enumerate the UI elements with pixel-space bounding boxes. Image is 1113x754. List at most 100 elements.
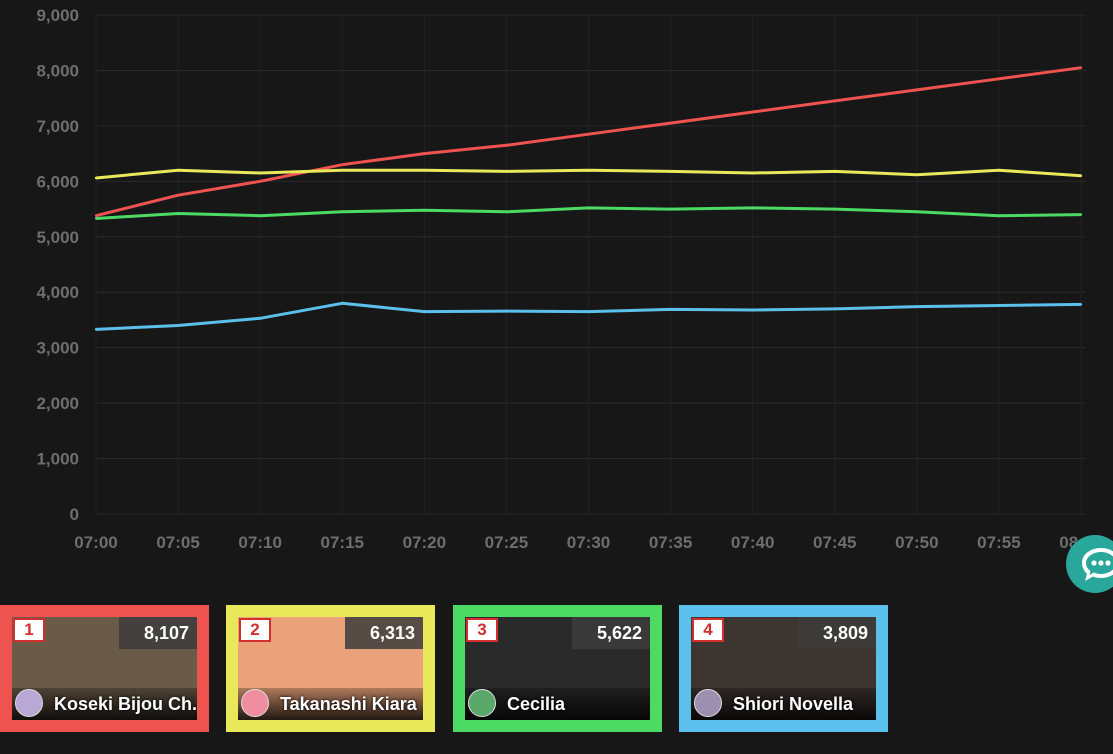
stream-card-2[interactable]: 2 6,313 Takanashi Kiara (226, 605, 435, 732)
data-point (751, 171, 754, 175)
data-point (176, 324, 180, 327)
data-point (587, 133, 590, 136)
x-tick-label: 07:30 (567, 533, 610, 552)
data-point (997, 304, 1001, 307)
data-point (94, 214, 98, 217)
data-point (669, 170, 672, 173)
x-tick-label: 07:45 (813, 533, 856, 552)
data-point (915, 173, 919, 176)
data-point (997, 214, 1001, 217)
x-tick-label: 07:50 (895, 533, 938, 552)
chart-grid (95, 14, 1086, 515)
data-point (669, 121, 672, 125)
channel-name: Takanashi Kiara (280, 694, 417, 714)
rank-badge: 2 (239, 618, 271, 642)
data-point (751, 110, 754, 114)
x-tick-label: 07:15 (321, 533, 364, 552)
y-tick-label: 4,000 (36, 283, 79, 302)
viewer-count: 5,622 (572, 617, 650, 649)
data-point (833, 99, 836, 103)
data-point (258, 214, 262, 217)
y-tick-label: 6,000 (36, 172, 79, 191)
data-point (587, 169, 590, 172)
channel-avatar (694, 689, 722, 717)
data-point (94, 328, 98, 331)
data-point (1079, 174, 1083, 177)
stream-thumbnail[interactable]: 4 3,809 Shiori Novella (691, 617, 876, 720)
data-point (341, 169, 344, 172)
y-tick-label: 9,000 (36, 6, 79, 25)
viewer-count: 6,313 (345, 617, 423, 649)
rank-badge: 3 (466, 618, 498, 642)
x-tick-label: 07:25 (485, 533, 528, 552)
x-tick-label: 07:10 (238, 533, 281, 552)
data-point (915, 305, 919, 308)
channel-name-bar: Koseki Bijou Ch. (12, 688, 197, 720)
data-point (669, 207, 672, 211)
series-lines (94, 66, 1083, 331)
stream-thumbnail[interactable]: 3 5,622 Cecilia (465, 617, 650, 720)
data-point (915, 88, 919, 92)
y-tick-label: 2,000 (36, 394, 79, 413)
channel-name: Cecilia (507, 694, 566, 714)
data-point (587, 310, 590, 313)
data-point (915, 210, 919, 214)
channel-name: Shiori Novella (733, 694, 854, 714)
data-point (423, 208, 426, 212)
data-point (423, 152, 426, 155)
data-point (751, 308, 754, 312)
data-point (176, 212, 180, 215)
y-tick-label: 1,000 (36, 450, 79, 469)
viewer-count: 8,107 (119, 617, 197, 649)
x-tick-label: 07:40 (731, 533, 774, 552)
data-point (423, 310, 426, 313)
data-point (505, 170, 508, 173)
data-point (341, 302, 344, 305)
data-point (341, 210, 344, 214)
data-point (505, 144, 508, 147)
data-point (751, 206, 754, 210)
data-point (176, 193, 180, 197)
stream-thumbnail[interactable]: 1 8,107 Koseki Bijou Ch. (12, 617, 197, 720)
y-tick-label: 5,000 (36, 228, 79, 247)
x-tick-label: 07:00 (74, 533, 117, 552)
data-point (1079, 303, 1083, 306)
chat-bubble-icon (1082, 548, 1113, 581)
data-point (258, 180, 262, 183)
x-tick-label: 07:20 (403, 533, 446, 552)
x-tick-label: 07:05 (156, 533, 199, 552)
data-point (833, 170, 836, 173)
stream-card-4[interactable]: 4 3,809 Shiori Novella (679, 605, 888, 732)
data-point (505, 210, 508, 214)
data-point (997, 77, 1001, 80)
data-point (1079, 213, 1083, 216)
y-axis-ticks: 0 1,000 2,000 3,000 4,000 5,000 6,000 7,000 8,00… (36, 6, 79, 524)
data-point (176, 169, 180, 172)
channel-avatar (241, 689, 269, 717)
data-point (997, 169, 1001, 172)
data-point (94, 217, 98, 220)
rank-badge: 4 (692, 618, 724, 642)
data-point (258, 171, 262, 175)
y-tick-label: 8,000 (36, 61, 79, 80)
y-tick-label: 3,000 (36, 339, 79, 358)
data-point (833, 207, 836, 211)
y-tick-label: 0 (70, 505, 79, 524)
channel-name-bar: Cecilia (465, 688, 650, 720)
data-point (505, 309, 508, 313)
channel-name-bar: Takanashi Kiara (238, 688, 423, 720)
chat-button[interactable] (1066, 535, 1113, 593)
x-axis-ticks: 07:00 07:05 07:10 07:15 07:20 07:25 07:30 07:35… (74, 533, 1102, 552)
viewer-count-line-chart: 0 1,000 2,000 3,000 4,000 5,000 6,000 7,000 8,00… (36, 6, 1102, 552)
data-point (341, 163, 344, 166)
data-point (423, 169, 426, 172)
data-point (258, 317, 262, 320)
stream-thumbnail[interactable]: 2 6,313 Takanashi Kiara (238, 617, 423, 720)
rank-badge: 1 (13, 618, 45, 642)
channel-avatar (468, 689, 496, 717)
stream-card-1[interactable]: 1 8,107 Koseki Bijou Ch. (0, 605, 209, 732)
viewer-count: 3,809 (798, 617, 876, 649)
y-tick-label: 7,000 (36, 117, 79, 136)
channel-avatar (15, 689, 43, 717)
stream-card-3[interactable]: 3 5,622 Cecilia (453, 605, 662, 732)
